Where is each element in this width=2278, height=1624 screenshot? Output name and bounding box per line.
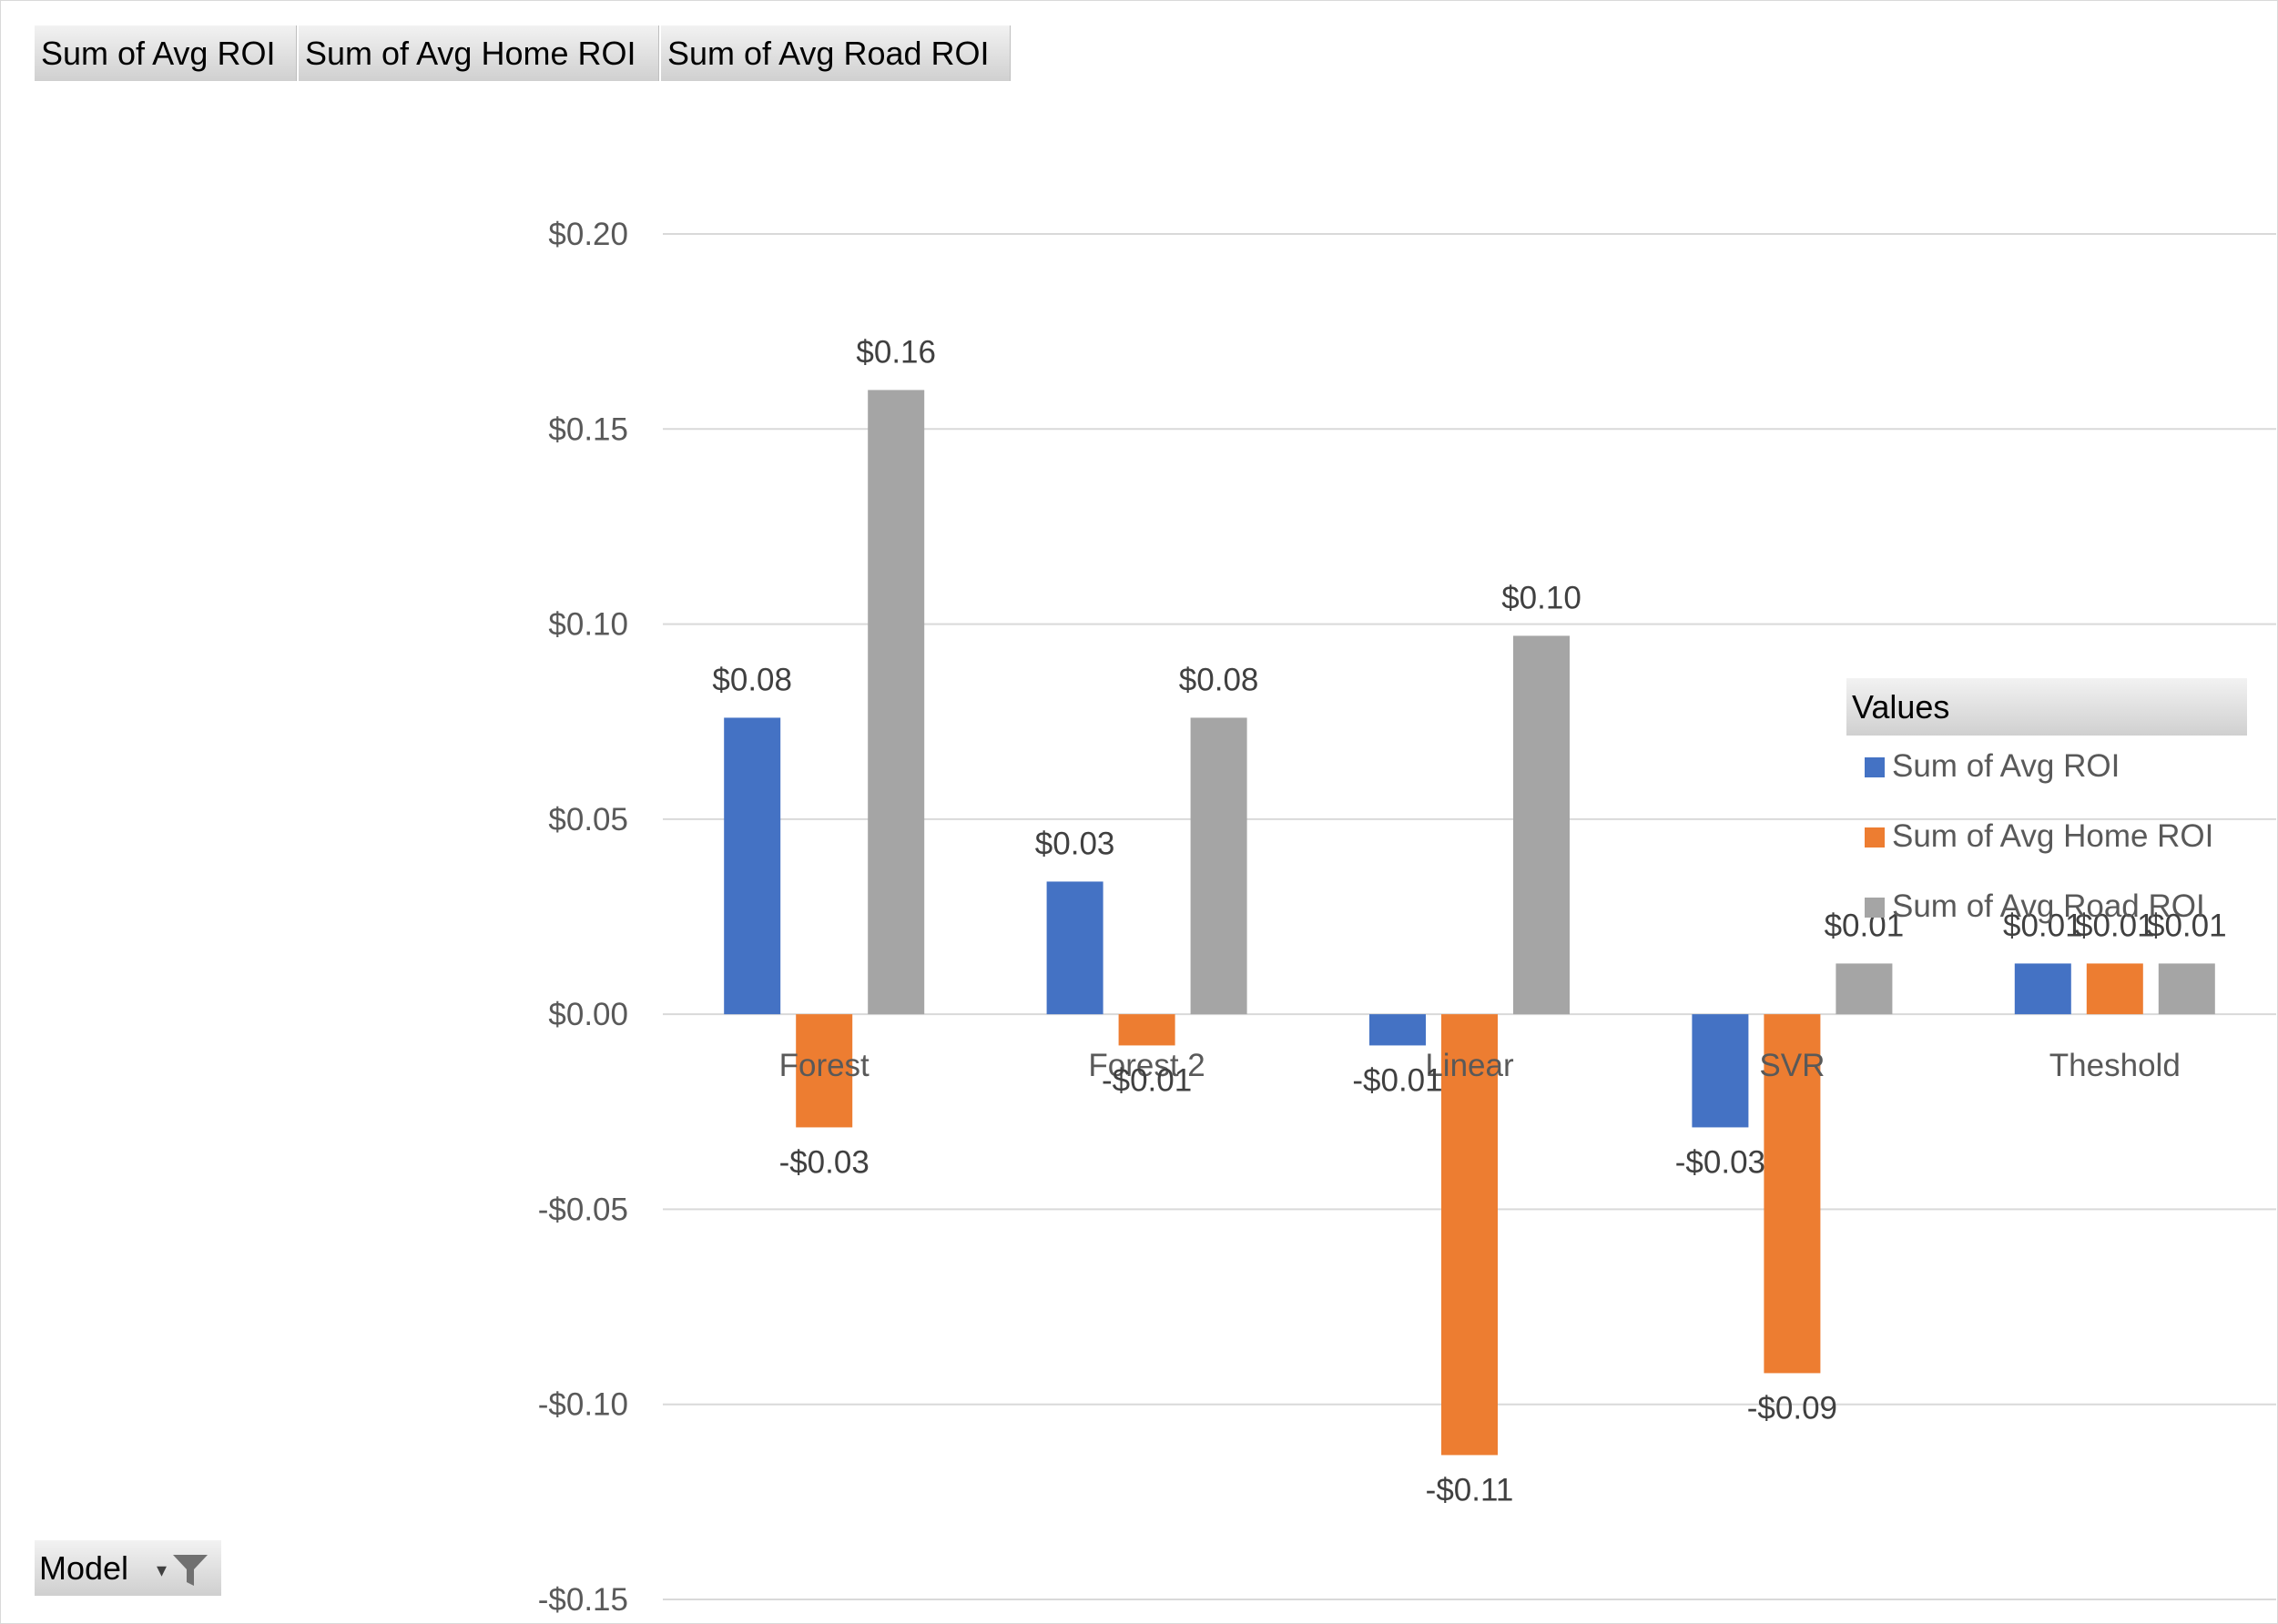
data-label: $0.01 xyxy=(2147,908,2227,943)
bar xyxy=(796,1014,853,1128)
data-label: -$0.03 xyxy=(779,1144,870,1180)
bars xyxy=(724,390,2215,1456)
y-tick-label: -$0.10 xyxy=(538,1387,628,1423)
data-label: $0.03 xyxy=(1035,826,1115,861)
y-tick-label: $0.15 xyxy=(548,411,628,447)
y-tick-label: $0.05 xyxy=(548,802,628,837)
data-label: $0.08 xyxy=(712,662,792,697)
axis-field-label: Model xyxy=(39,1549,129,1587)
bar xyxy=(1513,635,1570,1015)
field-button-sum-avg-home-roi[interactable]: Sum of Avg Home ROI xyxy=(299,25,659,81)
y-tick-label: -$0.15 xyxy=(538,1582,628,1618)
legend-item-sum-avg-roi[interactable]: Sum of Avg ROI xyxy=(1846,736,2247,806)
data-label: $0.01 xyxy=(1825,908,1905,943)
bar xyxy=(2086,963,2143,1015)
bar xyxy=(2014,963,2071,1015)
data-label: $0.10 xyxy=(1501,580,1581,615)
legend-swatch xyxy=(1865,898,1885,918)
legend-swatch xyxy=(1865,757,1885,777)
category-label: Theshold xyxy=(2049,1048,2181,1083)
legend-item-sum-avg-home-roi[interactable]: Sum of Avg Home ROI xyxy=(1846,806,2247,876)
data-label: -$0.01 xyxy=(1102,1062,1192,1098)
legend-label: Sum of Avg Home ROI xyxy=(1892,818,2214,854)
data-label: $0.01 xyxy=(2003,908,2083,943)
bar xyxy=(1118,1014,1175,1046)
legend-item-sum-avg-road-roi[interactable]: Sum of Avg Road ROI xyxy=(1846,876,2247,946)
y-tick-label: $0.00 xyxy=(548,997,628,1032)
bar xyxy=(1369,1014,1426,1046)
category-label: Linear xyxy=(1425,1048,1514,1083)
y-tick-label: $0.10 xyxy=(548,607,628,643)
data-label: -$0.11 xyxy=(1426,1472,1514,1507)
bar xyxy=(2158,963,2215,1015)
bar xyxy=(1441,1014,1498,1456)
y-tick-label: -$0.05 xyxy=(538,1192,628,1227)
data-label: -$0.09 xyxy=(1747,1390,1837,1426)
category-label: Forest 2 xyxy=(1088,1048,1205,1083)
dropdown-arrow-icon[interactable]: ▾ xyxy=(157,1558,168,1581)
field-button-sum-avg-road-roi[interactable]: Sum of Avg Road ROI xyxy=(661,25,1011,81)
bar xyxy=(1692,1014,1749,1128)
category-labels: Forest Forest 2 Linear SVR Theshold xyxy=(779,1048,2181,1083)
data-labels: $0.08 -$0.03 $0.16 $0.03 -$0.01 $0.08 -$0.01 -$… xyxy=(712,334,2226,1507)
data-label: $0.01 xyxy=(2075,908,2155,943)
field-button-sum-avg-roi[interactable]: Sum of Avg ROI xyxy=(35,25,297,81)
y-tick-label: $0.20 xyxy=(548,217,628,252)
bar xyxy=(868,390,925,1015)
bar xyxy=(1836,963,1893,1015)
filter-icon[interactable] xyxy=(171,1551,209,1589)
bar xyxy=(1764,1014,1821,1374)
bar xyxy=(1190,717,1247,1015)
bar xyxy=(724,717,781,1015)
bar xyxy=(1046,881,1103,1015)
category-label: Forest xyxy=(779,1048,870,1083)
legend-label: Sum of Avg ROI xyxy=(1892,748,2120,784)
data-label: $0.08 xyxy=(1179,662,1259,697)
legend-swatch xyxy=(1865,827,1885,848)
y-axis-tick-labels: $0.20 $0.15 $0.10 $0.05 $0.00 -$0.05 -$0.10 -$0… xyxy=(538,217,628,1618)
legend-title[interactable]: Values xyxy=(1846,678,2247,736)
pivot-field-buttons: Sum of Avg ROI Sum of Avg Home ROI Sum o… xyxy=(35,25,1012,81)
axis-field-button-model[interactable]: Model ▾ xyxy=(35,1540,221,1596)
legend-label: Sum of Avg Road ROI xyxy=(1892,888,2205,924)
legend: Values Sum of Avg ROI Sum of Avg Home RO… xyxy=(1846,678,2247,946)
data-label: -$0.03 xyxy=(1675,1144,1765,1180)
category-label: SVR xyxy=(1759,1048,1825,1083)
data-label: $0.16 xyxy=(856,334,936,370)
data-label: -$0.01 xyxy=(1352,1062,1442,1098)
